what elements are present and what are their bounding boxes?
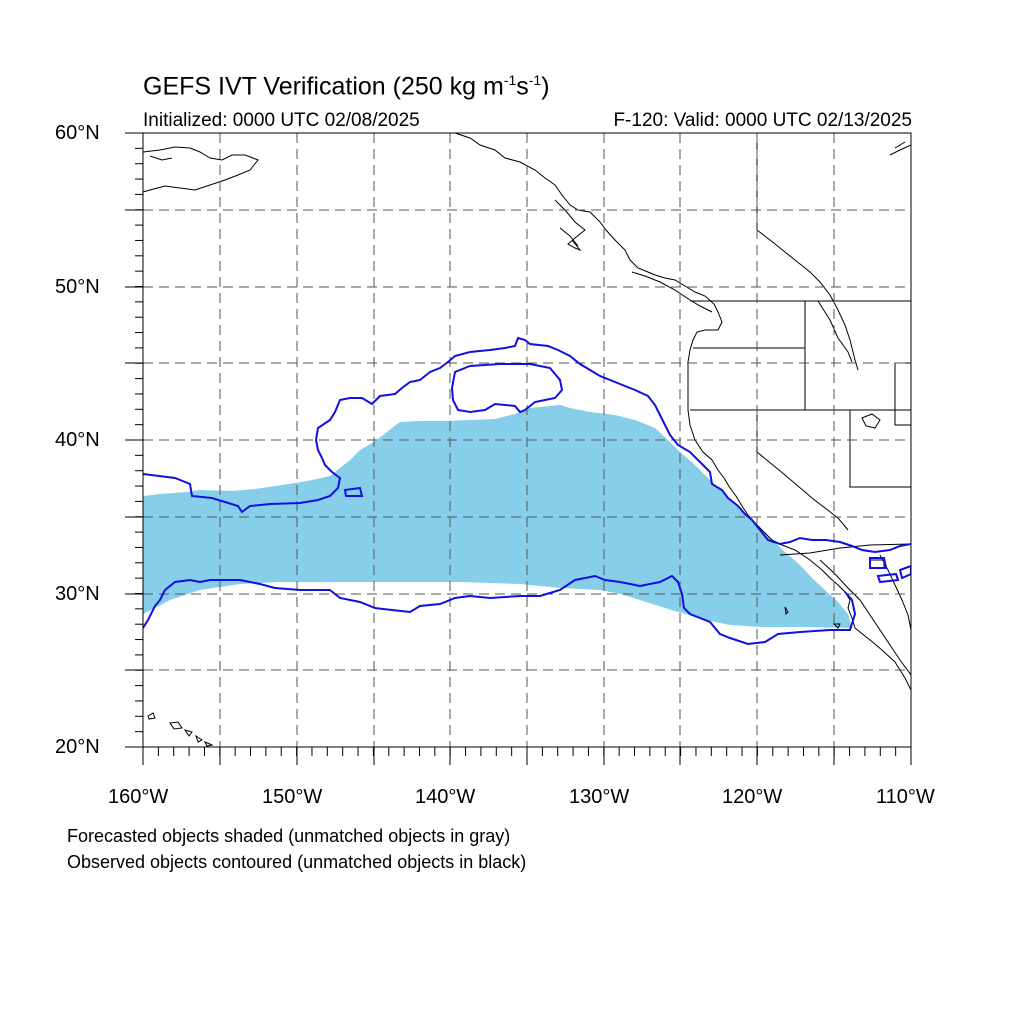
- valid-time: F-120: Valid: 0000 UTC 02/13/2025: [613, 110, 912, 131]
- lat-label-60: 60°N: [55, 122, 100, 144]
- lon-label-110w: 110°W: [876, 786, 935, 808]
- lat-label-30: 30°N: [55, 583, 100, 605]
- legend-forecast-note: Forecasted objects shaded (unmatched obj…: [67, 826, 511, 846]
- observed-contour-small-1: [343, 486, 364, 497]
- observed-contour-outer: [143, 336, 911, 554]
- initialized-time: Initialized: 0000 UTC 02/08/2025: [143, 110, 420, 131]
- legend-observed-note: Observed objects contoured (unmatched ob…: [67, 852, 527, 872]
- observed-contour-inner-hole: [450, 363, 564, 414]
- lat-label-50: 50°N: [55, 276, 100, 298]
- lon-label-130w: 130°W: [569, 786, 630, 808]
- lat-label-40: 40°N: [55, 429, 100, 451]
- lat-label-20: 20°N: [55, 736, 100, 758]
- lon-label-120w: 120°W: [722, 786, 783, 808]
- lon-label-160w: 160°W: [108, 786, 169, 808]
- chart-title: GEFS IVT Verification (250 kg m-1s-1): [143, 72, 550, 101]
- lon-label-150w: 150°W: [262, 786, 323, 808]
- observed-contour-lower: [143, 574, 857, 646]
- observed-contour-small-3: [876, 572, 900, 584]
- observed-object-contours: [143, 336, 911, 646]
- minor-ticks: [135, 132, 912, 756]
- observed-contour-right: [898, 564, 911, 580]
- lon-label-140w: 140°W: [415, 786, 476, 808]
- graticule: [143, 133, 911, 747]
- observed-contour-small-2: [869, 557, 888, 569]
